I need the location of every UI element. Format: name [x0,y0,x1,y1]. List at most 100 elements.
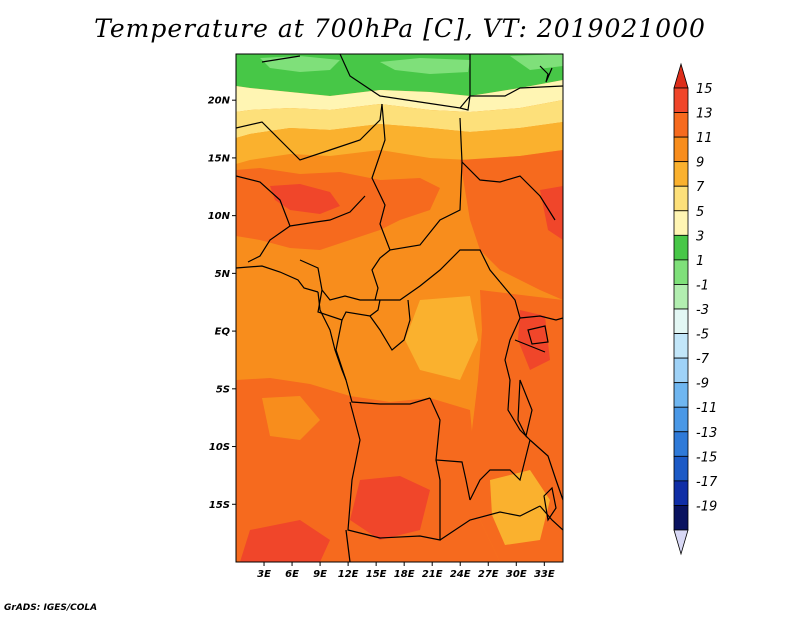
field-band-11to13-east [460,150,563,300]
colorbar-label: -5 [696,328,709,343]
colorbar-segment [673,480,689,506]
colorbar-label: 13 [696,107,713,122]
lon-tick-label: 9E [313,569,327,580]
border-sudan-ethiopia [461,161,556,221]
colorbar-label: -9 [696,377,709,392]
coastline-west-central [317,291,347,381]
lon-tick-label: 30E [506,569,527,580]
field-band-minus1to1 [260,56,340,72]
colorbar-segment [673,406,689,433]
border-nigeria-niger [289,195,366,227]
lon-tick-label: 3E [257,569,271,580]
colorbar-label: 7 [696,180,705,195]
colorbar-label: 3 [696,229,704,244]
field-band-13to15-sw [240,520,330,562]
border-algeria [261,55,301,63]
field-band-13to15-south [350,476,430,540]
lake-victoria [527,325,549,345]
colorbar-segment [673,505,689,531]
lake-tanganyika [517,379,533,438]
lon-tick-label: 27E [478,569,499,580]
colorbar-label: 11 [696,131,713,146]
border-drc-zambia [469,439,531,501]
lat-tick-label: EQ [215,327,231,338]
border-egypt-sudan [459,85,563,111]
border-mali-niger [236,103,383,161]
lon-tick-label: 21E [422,569,443,580]
field-band-minus1to1-east [380,58,470,74]
field-band-7to9-se [490,470,550,545]
field-band-3to5 [236,80,563,112]
colorbar-label: -11 [696,401,717,416]
border-car [375,249,501,301]
lake-malawi [543,486,557,522]
border-angola [347,401,441,541]
colorbar-segment [673,284,689,310]
colorbar-label: 15 [696,82,713,97]
colorbar-label: -7 [696,352,710,367]
colorbar-segment [673,112,689,138]
field-band-5to7 [236,100,563,138]
lat-tick-label: 5S [216,384,230,395]
colorbar-segment [673,431,689,457]
field-band-minus1to1-ne [510,54,563,70]
colorbar-label: -15 [696,450,717,465]
field-band-7to9-basin [405,296,478,380]
border-namibia [345,529,351,562]
colorbar-segment [673,87,689,113]
colorbar-bottom-arrow [673,529,689,556]
field-band-13to15-east [540,186,563,240]
lon-tick-label: 18E [394,569,415,580]
colorbar-label: 5 [696,205,704,220]
colorbar-segment [673,259,689,285]
latitude-axis: 20N 15N 10N 5N EQ 5S 10S 15S [208,96,236,511]
lat-tick-label: 10N [208,211,231,222]
country-borders [236,54,563,562]
colorbar-segment [673,308,689,334]
colorbar-segment [673,161,689,187]
colorbar-segment [673,357,689,384]
border-rwanda [514,339,546,353]
field-band-13to15-lakes [518,310,550,370]
colorbar-label: -1 [696,278,709,293]
colorbar-label: -3 [696,303,709,318]
lat-tick-label: 20N [208,96,231,107]
coastline-gulf-guinea [236,265,319,293]
border-drc-east [499,281,531,441]
colorbar-label: -19 [696,499,717,514]
field-band-9to11-sw [262,396,320,440]
border-congo-angola [335,319,431,405]
longitude-axis: 3E 6E 9E 12E 15E 18E 21E 24E 27E 30E 33E [257,562,555,580]
lon-tick-label: 12E [338,569,359,580]
field-band-13to15-west [270,184,340,214]
lat-tick-label: 5N [215,269,231,280]
lon-tick-label: 24E [450,569,471,580]
colorbar: 15 13 11 9 7 5 3 1 -1 -3 -5 -7 -9 -11 -13 -15 -17 -19 [673,62,718,556]
colorbar-label: -17 [696,475,718,490]
border-uganda [519,315,563,321]
lon-tick-label: 15E [366,569,387,580]
border-tanzania [529,439,563,501]
lat-tick-label: 15N [208,153,231,164]
border-angola-drc [429,397,471,501]
colorbar-segment [673,185,689,212]
colorbar-segment [673,382,689,408]
temperature-field [236,54,563,562]
colorbar-top-arrow [673,62,689,89]
colorbar-segment [673,455,689,482]
map-title: Temperature at 700hPa [C], VT: 201902100… [94,14,706,43]
border-cameroon [299,249,391,301]
coastline-sinai [539,65,553,83]
lon-tick-label: 6E [285,569,299,580]
plot-frame [235,53,564,563]
colorbar-segment [673,234,689,261]
colorbar-label: 1 [696,254,704,269]
colorbar-segment [673,333,689,359]
lat-tick-label: 15S [209,500,230,511]
colorbar-label: -13 [696,426,717,441]
border-congo-drc [369,299,411,351]
lon-tick-label: 33E [534,569,555,580]
colorbar-segment [673,210,689,236]
lat-tick-label: 10S [209,442,230,453]
